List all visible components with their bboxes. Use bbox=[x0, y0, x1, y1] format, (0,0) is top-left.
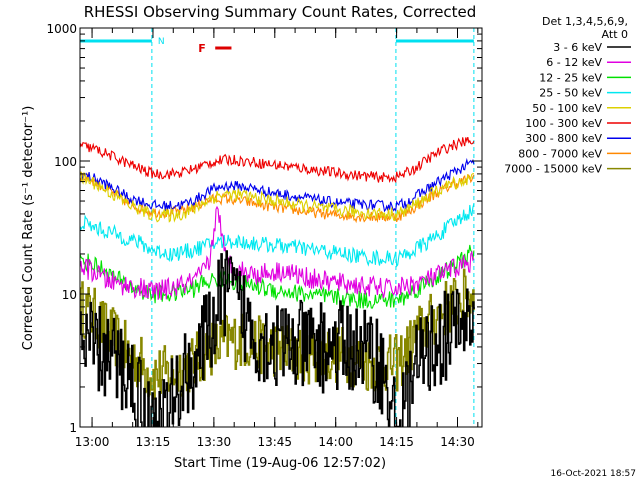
x-tick-label: 14:30 bbox=[440, 435, 475, 449]
legend-label: 7000 - 15000 keV bbox=[504, 163, 602, 176]
legend-label: 12 - 25 keV bbox=[539, 71, 602, 84]
series-line bbox=[80, 157, 475, 213]
y-axis-label: Corrected Count Rate (s⁻¹ detector⁻¹) bbox=[21, 106, 36, 351]
y-tick-label: 10 bbox=[62, 288, 77, 302]
flare-flag-label: F bbox=[198, 42, 206, 55]
plot-frame bbox=[79, 27, 483, 428]
legend-header: Att 0 bbox=[602, 28, 628, 41]
axes: 1 10 100 1000 13:00 13:15 13:30 13:45 14:00 14:15… bbox=[46, 22, 482, 449]
legend-label: 100 - 300 keV bbox=[525, 117, 602, 130]
x-tick-label: 13:15 bbox=[136, 435, 171, 449]
series-line bbox=[80, 136, 475, 184]
x-tick-label: 13:00 bbox=[75, 435, 110, 449]
night-flag-label: N bbox=[158, 37, 165, 47]
y-tick-label: 1000 bbox=[46, 22, 77, 36]
legend-header: Det 1,3,4,5,6,9, bbox=[542, 15, 628, 28]
series-trace-1 bbox=[80, 205, 475, 300]
timestamp: 16-Oct-2021 18:57 bbox=[551, 469, 636, 479]
x-tick-label: 13:30 bbox=[197, 435, 232, 449]
x-tick-label: 13:45 bbox=[257, 435, 292, 449]
legend-label: 800 - 7000 keV bbox=[518, 147, 602, 160]
legend-label: 50 - 100 keV bbox=[532, 102, 602, 115]
legend-label: 6 - 12 keV bbox=[546, 56, 602, 69]
y-tick-label: 100 bbox=[54, 155, 77, 169]
series-trace-4 bbox=[80, 171, 474, 223]
series-trace-3 bbox=[80, 203, 475, 268]
legend-label: 300 - 800 keV bbox=[525, 132, 602, 145]
x-tick-label: 14:00 bbox=[318, 435, 353, 449]
chart-title: RHESSI Observing Summary Count Rates, Co… bbox=[84, 3, 477, 21]
y-tick-label: 1 bbox=[69, 421, 77, 435]
legend: Det 1,3,4,5,6,9,Att 03 - 6 keV 6 - 12 keV… bbox=[504, 15, 631, 176]
x-axis-label: Start Time (19-Aug-06 12:57:02) bbox=[174, 456, 386, 471]
series-line bbox=[80, 250, 475, 427]
series-trace-0 bbox=[80, 250, 475, 427]
series-trace-6 bbox=[80, 157, 475, 213]
x-tick-label: 14:15 bbox=[379, 435, 414, 449]
series-trace-5 bbox=[80, 136, 475, 184]
legend-label: 25 - 50 keV bbox=[539, 87, 602, 100]
series-line bbox=[80, 205, 475, 300]
series-line bbox=[80, 203, 475, 268]
legend-label: 3 - 6 keV bbox=[553, 41, 602, 54]
series-line bbox=[80, 171, 474, 223]
